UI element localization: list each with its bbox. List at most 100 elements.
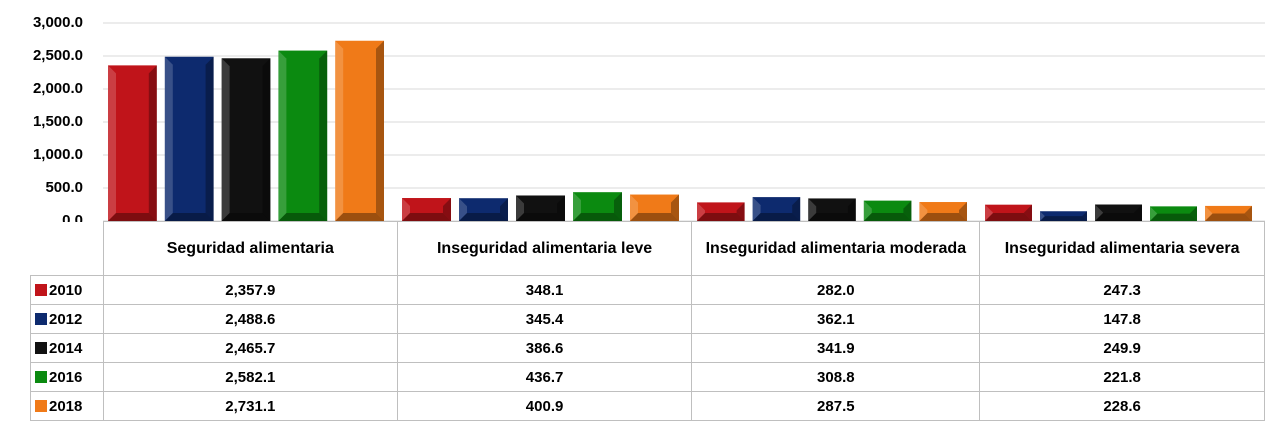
- bar-bevel: [792, 197, 801, 221]
- bar-bevel: [335, 40, 344, 221]
- bar-bevel: [752, 197, 761, 221]
- y-tick-label: 2,500.0: [33, 47, 83, 64]
- bar-bevel: [1040, 216, 1087, 221]
- bar-bevel: [808, 213, 856, 221]
- bar-bevel: [376, 40, 384, 221]
- bar-bevel: [863, 213, 912, 221]
- bar-bevel: [205, 56, 214, 222]
- bar-bevel: [919, 202, 928, 221]
- table-row: 2014 2,465.7 386.6 341.9 249.9: [30, 333, 1265, 363]
- data-label: 249.9: [979, 333, 1265, 363]
- legend-key: [35, 312, 47, 325]
- legend-key: [35, 399, 47, 412]
- bar-bevel: [985, 213, 1032, 221]
- data-label: 386.6: [396, 333, 693, 363]
- bar-bevel: [148, 65, 157, 221]
- bar-bevel: [1150, 213, 1197, 221]
- bar: [278, 50, 328, 221]
- data-label: 228.6: [979, 391, 1265, 421]
- bar-bevel: [319, 50, 328, 221]
- data-label: 2,488.6: [102, 304, 398, 334]
- y-tick-label: 1,500.0: [33, 113, 83, 130]
- bar-bevel: [863, 200, 872, 221]
- bar: [108, 65, 157, 221]
- y-tick-label: 1,000.0: [33, 146, 83, 163]
- bar-bevel: [959, 202, 967, 221]
- table-row: 2016 2,582.1 436.7 308.8 221.8: [30, 362, 1265, 392]
- bar-bevel: [1189, 206, 1197, 221]
- bar-bevel: [697, 213, 745, 221]
- bar-bevel: [1205, 205, 1213, 221]
- bar-bevel: [402, 198, 410, 221]
- bar-bevel: [164, 56, 173, 222]
- bar: [752, 197, 801, 221]
- bar-bevel: [278, 213, 328, 221]
- data-label: 308.8: [691, 362, 981, 392]
- data-label: 345.4: [396, 304, 693, 334]
- data-label: 2,582.1: [102, 362, 398, 392]
- bar-bevel: [573, 192, 581, 221]
- bar-bevel: [500, 198, 508, 221]
- y-tick-label: 500.0: [45, 179, 83, 196]
- plot: 0.0 500.0 1,000.0 1,500.0 2,000.0 2,500.0 3,00…: [33, 14, 1265, 222]
- legend-label: 2018: [49, 397, 83, 415]
- legend-label: 2012: [49, 310, 83, 328]
- bar-bevel: [1024, 204, 1032, 221]
- bar-bevel: [108, 65, 116, 221]
- bar-bevel: [1095, 204, 1103, 221]
- data-label: 2,731.1: [102, 391, 398, 421]
- legend-key: [35, 283, 47, 296]
- bar-bevel: [1244, 205, 1252, 221]
- bar-bevel: [164, 213, 214, 221]
- bar-bevel: [697, 202, 705, 221]
- bar-bevel: [752, 213, 801, 221]
- y-tick-label: 0.0: [62, 212, 83, 222]
- legend-label: 2016: [49, 368, 83, 386]
- legend-entry: 2014: [30, 333, 104, 363]
- bar: [1150, 206, 1197, 221]
- bar-bevel: [516, 213, 565, 221]
- bar-bevel: [573, 213, 622, 221]
- data-label: 341.9: [691, 333, 981, 363]
- data-label: 287.5: [691, 391, 981, 421]
- bar-bevel: [919, 213, 967, 221]
- corner-cell: [30, 221, 104, 276]
- legend-key: [35, 341, 47, 354]
- bar: [573, 192, 622, 221]
- bar-bevel: [1082, 211, 1087, 221]
- x-tick-label: Seguridad alimentaria: [102, 221, 398, 276]
- bar-bevel: [1040, 211, 1045, 221]
- bar-bevel: [221, 213, 271, 221]
- bar: [1040, 211, 1087, 221]
- bar: [808, 198, 856, 221]
- legend-entry: 2012: [30, 304, 104, 334]
- bar: [630, 194, 679, 221]
- bar-bevel: [402, 213, 451, 221]
- legend-entry: 2016: [30, 362, 104, 392]
- table-row: 2018 2,731.1 400.9 287.5 228.6: [30, 391, 1265, 421]
- bar-bevel: [1150, 206, 1158, 221]
- bar: [697, 202, 745, 221]
- bar-bevel: [985, 204, 993, 221]
- bar: [919, 202, 967, 221]
- data-label: 221.8: [979, 362, 1265, 392]
- bar-bevel: [335, 213, 384, 221]
- bar: [985, 204, 1032, 221]
- data-label: 436.7: [396, 362, 693, 392]
- header-row: Seguridad alimentaria Inseguridad aliment…: [30, 221, 1265, 276]
- bar-bevel: [459, 198, 467, 221]
- data-table: Seguridad alimentaria Inseguridad aliment…: [30, 221, 1265, 421]
- legend-entry: 2010: [30, 275, 104, 305]
- y-tick-label: 3,000.0: [33, 14, 83, 31]
- table-row: 2010 2,357.9 348.1 282.0 247.3: [30, 275, 1265, 305]
- bar-bevel: [278, 50, 287, 221]
- data-label: 400.9: [396, 391, 693, 421]
- data-label: 2,357.9: [102, 275, 398, 305]
- bar: [1095, 204, 1142, 221]
- data-label: 362.1: [691, 304, 981, 334]
- bar-bevel: [808, 198, 817, 221]
- data-label: 2,465.7: [102, 333, 398, 363]
- table-row: 2012 2,488.6 345.4 362.1 147.8: [30, 304, 1265, 334]
- data-label: 147.8: [979, 304, 1265, 334]
